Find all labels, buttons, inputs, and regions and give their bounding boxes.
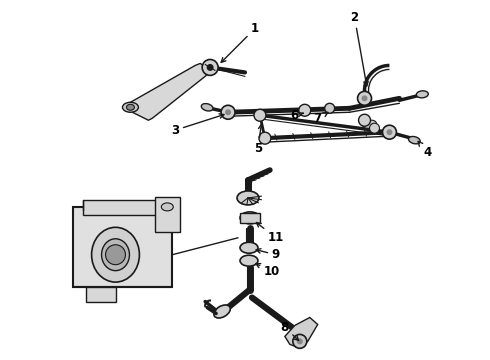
Circle shape — [325, 103, 335, 113]
Text: 9: 9 — [256, 248, 280, 261]
Bar — [155, 197, 180, 232]
Ellipse shape — [92, 227, 140, 282]
Text: 2: 2 — [350, 11, 368, 86]
Text: 10: 10 — [256, 264, 280, 278]
Bar — [240, 213, 260, 223]
Ellipse shape — [126, 104, 134, 110]
Ellipse shape — [240, 255, 258, 266]
Bar — [73, 207, 172, 287]
Circle shape — [254, 109, 266, 121]
Circle shape — [105, 245, 125, 265]
Ellipse shape — [122, 102, 138, 112]
Polygon shape — [130, 63, 210, 120]
Circle shape — [221, 105, 235, 119]
Text: 1: 1 — [221, 22, 259, 62]
Ellipse shape — [240, 212, 260, 224]
Text: 4: 4 — [418, 141, 431, 159]
Ellipse shape — [237, 191, 259, 205]
Circle shape — [358, 91, 371, 105]
Circle shape — [359, 114, 370, 126]
Bar — [83, 200, 162, 215]
Bar — [86, 287, 116, 302]
Circle shape — [369, 123, 379, 133]
Circle shape — [383, 125, 396, 139]
Text: 11: 11 — [256, 222, 284, 244]
Ellipse shape — [363, 120, 376, 128]
Circle shape — [299, 104, 311, 116]
Circle shape — [362, 95, 368, 101]
Ellipse shape — [161, 203, 173, 211]
Text: 6: 6 — [291, 109, 303, 122]
Ellipse shape — [416, 91, 428, 98]
Ellipse shape — [409, 136, 420, 144]
Circle shape — [202, 59, 218, 75]
Text: 5: 5 — [254, 125, 263, 155]
Ellipse shape — [325, 105, 335, 111]
Ellipse shape — [214, 305, 230, 318]
Ellipse shape — [201, 104, 213, 111]
Circle shape — [225, 109, 231, 115]
Circle shape — [387, 129, 392, 135]
Ellipse shape — [240, 242, 258, 253]
Polygon shape — [285, 318, 318, 347]
Text: 3: 3 — [171, 114, 224, 137]
Ellipse shape — [101, 239, 129, 271]
Circle shape — [259, 132, 271, 144]
Circle shape — [293, 334, 307, 348]
Circle shape — [207, 64, 214, 71]
Text: 8: 8 — [281, 321, 298, 341]
Circle shape — [297, 338, 303, 345]
Text: 7: 7 — [314, 112, 328, 125]
